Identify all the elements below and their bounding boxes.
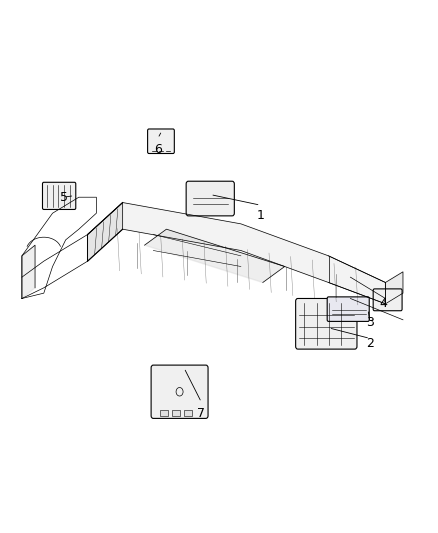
Bar — [184, 410, 192, 416]
FancyBboxPatch shape — [296, 298, 357, 349]
Polygon shape — [145, 229, 285, 282]
Polygon shape — [88, 203, 385, 304]
Text: 7: 7 — [198, 407, 205, 419]
Text: 2: 2 — [366, 337, 374, 350]
FancyBboxPatch shape — [42, 182, 76, 209]
Polygon shape — [385, 272, 403, 304]
FancyBboxPatch shape — [148, 129, 174, 154]
FancyBboxPatch shape — [327, 297, 369, 321]
Text: 5: 5 — [60, 191, 67, 204]
Polygon shape — [22, 245, 35, 298]
Text: 3: 3 — [366, 316, 374, 329]
Text: 4: 4 — [379, 297, 387, 310]
Bar — [172, 410, 180, 416]
FancyBboxPatch shape — [151, 365, 208, 418]
FancyBboxPatch shape — [186, 181, 234, 216]
FancyBboxPatch shape — [373, 289, 402, 311]
Text: 1: 1 — [257, 209, 265, 222]
Text: 6: 6 — [154, 143, 162, 156]
Polygon shape — [88, 203, 123, 261]
Bar — [160, 410, 168, 416]
